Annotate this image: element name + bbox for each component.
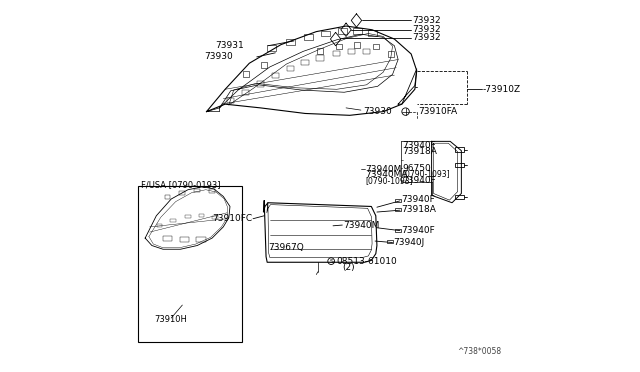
Bar: [138, 186, 242, 342]
Text: 73930: 73930: [204, 52, 232, 61]
Bar: [287, 66, 294, 71]
Text: 73910FA: 73910FA: [419, 107, 458, 116]
Bar: [157, 224, 162, 227]
Text: 73940F: 73940F: [403, 141, 436, 150]
Bar: [373, 44, 379, 49]
Text: 73932: 73932: [412, 33, 441, 42]
Text: 73932: 73932: [412, 16, 441, 25]
Bar: [199, 214, 204, 217]
Bar: [170, 219, 175, 222]
Text: [0790-1093]: [0790-1093]: [403, 169, 450, 178]
Bar: [267, 45, 276, 51]
Text: ^738*0058: ^738*0058: [458, 347, 502, 356]
Bar: [367, 30, 376, 36]
Bar: [338, 28, 347, 34]
Bar: [363, 49, 370, 54]
Text: F/USA [0790-0193]: F/USA [0790-0193]: [141, 180, 220, 189]
Text: 73940F: 73940F: [403, 176, 436, 185]
Text: 73940F: 73940F: [401, 226, 435, 235]
Text: (2): (2): [342, 263, 355, 272]
Bar: [164, 195, 170, 199]
Bar: [395, 208, 401, 211]
Bar: [195, 189, 200, 192]
Bar: [212, 216, 218, 219]
Text: S: S: [329, 259, 333, 264]
Text: 73940J: 73940J: [394, 238, 425, 247]
Bar: [348, 49, 355, 54]
Bar: [316, 55, 324, 61]
Bar: [179, 191, 186, 195]
Text: 73930: 73930: [363, 107, 392, 116]
Text: 73967Q: 73967Q: [269, 243, 305, 252]
Text: 73918A: 73918A: [403, 147, 438, 156]
Bar: [395, 199, 401, 202]
Bar: [456, 147, 465, 152]
Bar: [261, 62, 267, 68]
Bar: [180, 237, 189, 242]
Bar: [353, 28, 362, 34]
Bar: [243, 71, 248, 77]
Bar: [163, 236, 172, 241]
Bar: [186, 215, 191, 218]
Bar: [321, 31, 330, 36]
Text: 73931: 73931: [215, 41, 244, 50]
Bar: [387, 240, 393, 243]
Bar: [242, 90, 250, 95]
Text: 73940MA: 73940MA: [365, 170, 408, 179]
Text: 73940M: 73940M: [343, 221, 380, 230]
Bar: [317, 48, 323, 54]
Text: [0790-1093]: [0790-1093]: [365, 176, 413, 185]
Text: 08513-61010: 08513-61010: [336, 257, 397, 266]
Bar: [196, 237, 206, 242]
Bar: [335, 44, 342, 49]
Text: 73940M: 73940M: [365, 165, 402, 174]
Bar: [301, 60, 309, 65]
Bar: [456, 195, 465, 199]
Bar: [257, 81, 264, 87]
Bar: [286, 39, 294, 45]
Text: 73910FC: 73910FC: [212, 214, 252, 223]
Bar: [209, 189, 215, 193]
Text: 73910H: 73910H: [154, 315, 188, 324]
Bar: [227, 98, 234, 103]
Bar: [388, 51, 394, 57]
Bar: [271, 73, 279, 78]
Bar: [456, 163, 465, 167]
Bar: [354, 42, 360, 48]
Bar: [305, 34, 314, 40]
Text: 96750: 96750: [403, 164, 431, 173]
Text: 73932: 73932: [412, 25, 441, 34]
Text: 73940F: 73940F: [401, 195, 435, 203]
Text: -73910Z: -73910Z: [483, 85, 521, 94]
Text: 73918A: 73918A: [401, 205, 436, 214]
Bar: [395, 229, 401, 232]
Bar: [333, 51, 340, 56]
